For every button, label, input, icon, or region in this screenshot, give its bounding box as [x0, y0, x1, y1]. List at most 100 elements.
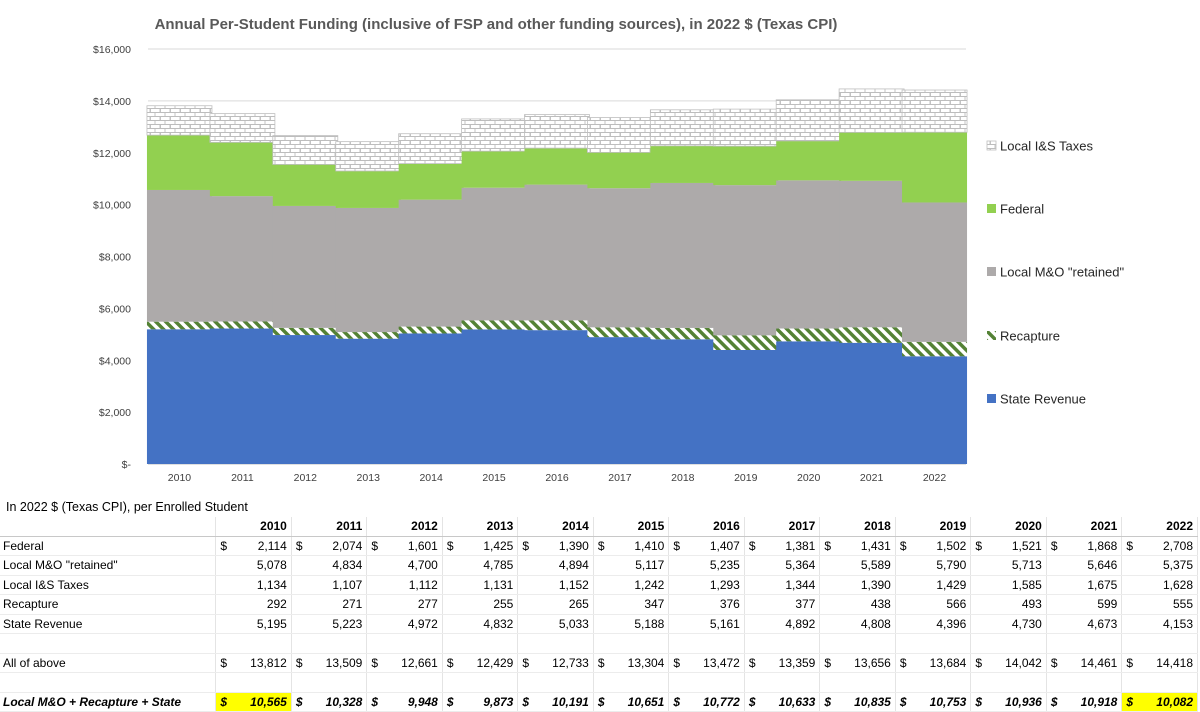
table-cell: 5,589	[834, 555, 896, 576]
table-cell: 10,633	[759, 692, 821, 712]
currency-sign: $	[593, 692, 609, 712]
spacer-cell	[0, 633, 217, 654]
currency-sign	[215, 555, 231, 576]
spacer-cell	[834, 672, 896, 693]
legend-label: Federal	[1000, 202, 1044, 217]
currency-sign	[215, 614, 231, 634]
currency-sign	[668, 614, 684, 634]
table-cell: 4,785	[457, 555, 519, 576]
currency-sign	[1046, 575, 1062, 595]
currency-sign: $	[442, 536, 458, 556]
bar-segment-recapture-2018	[650, 327, 716, 340]
table-cell: 14,418	[1136, 653, 1198, 673]
y-tick-label: $6,000	[99, 303, 131, 315]
bar-segment-federal-2011	[209, 142, 275, 197]
year-header: 2018	[819, 517, 896, 537]
table-cell: 493	[985, 594, 1047, 615]
currency-sign	[970, 594, 986, 615]
bar-segment-federal-2016	[524, 148, 590, 185]
year-header: 2010	[215, 517, 292, 537]
spacer-cell	[291, 633, 307, 654]
table-cell: 4,834	[306, 555, 368, 576]
bars	[146, 88, 968, 464]
bar-segment-recapture-2014	[398, 326, 464, 334]
bar-segment-local-i-s-taxes-2020	[775, 99, 842, 142]
currency-sign: $	[517, 536, 533, 556]
currency-sign	[744, 555, 760, 576]
table-cell: 1,521	[985, 536, 1047, 556]
table-cell: 376	[683, 594, 745, 615]
x-tick-label: 2020	[797, 472, 821, 484]
table-cell: 1,429	[910, 575, 972, 595]
table-cell: 292	[230, 594, 292, 615]
bar-segment-federal-2018	[650, 145, 716, 183]
legend-swatch	[986, 140, 997, 151]
table-cell: 1,131	[457, 575, 519, 595]
table-row: Recapture 292 271 277 255 265 347 376 377 438 566 4…	[0, 594, 1198, 615]
bar-segment-local-m-o-retained-2011	[209, 196, 275, 322]
spacer-cell	[593, 633, 609, 654]
table-cell: 377	[759, 594, 821, 615]
bar-segment-local-m-o-retained-2013	[335, 207, 401, 333]
table-cell: 4,153	[1136, 614, 1198, 634]
currency-sign: $	[291, 536, 307, 556]
table-cell: 555	[1136, 594, 1198, 615]
currency-sign	[1046, 555, 1062, 576]
currency-sign: $	[1121, 536, 1137, 556]
spacer-cell	[910, 633, 972, 654]
year-header: 2012	[366, 517, 443, 537]
data-table: 2010 2011 2012 2013 2014 2015 2016 2017 2018 2019…	[0, 517, 1198, 712]
table-cell: 1,107	[306, 575, 368, 595]
currency-sign: $	[517, 692, 533, 712]
bar-segment-local-m-o-retained-2010	[146, 189, 212, 322]
spacer-cell	[0, 672, 217, 693]
table-cell: 347	[608, 594, 670, 615]
spacer-cell	[1046, 633, 1062, 654]
spacer-cell	[1136, 633, 1198, 654]
year-header: 2022	[1121, 517, 1198, 537]
legend-swatch	[987, 331, 996, 340]
bar-segment-state-revenue-2017	[587, 337, 653, 464]
spacer-cell	[366, 633, 382, 654]
table-cell: 12,661	[381, 653, 443, 673]
bar-segment-state-revenue-2010	[146, 329, 212, 464]
spacer-cell	[593, 672, 609, 693]
x-tick-label: 2014	[419, 472, 443, 484]
bar-segment-recapture-2021	[839, 327, 905, 343]
header-corner	[0, 517, 217, 537]
y-tick-label: $16,000	[93, 44, 131, 56]
bar-segment-state-revenue-2014	[398, 333, 464, 464]
currency-sign	[668, 555, 684, 576]
chart-title: Annual Per-Student Funding (inclusive of…	[155, 16, 838, 33]
currency-sign: $	[366, 653, 382, 673]
bar-segment-state-revenue-2019	[713, 349, 779, 464]
spacer-cell	[1061, 633, 1123, 654]
year-header: 2014	[517, 517, 594, 537]
row-label: Federal	[0, 536, 217, 556]
table-cell: 1,628	[1136, 575, 1198, 595]
currency-sign: $	[819, 692, 835, 712]
table-cell: 10,936	[985, 692, 1047, 712]
table-cell: 13,812	[230, 653, 292, 673]
legend-swatch	[987, 204, 996, 213]
table-cell: 271	[306, 594, 368, 615]
currency-sign	[668, 575, 684, 595]
spacer-cell	[230, 633, 292, 654]
table-cell: 1,344	[759, 575, 821, 595]
bar-segment-recapture-2010	[146, 321, 212, 330]
currency-sign	[291, 594, 307, 615]
table-cell: 566	[910, 594, 972, 615]
spacer-cell	[744, 672, 760, 693]
bar-segment-local-i-s-taxes-2011	[209, 113, 276, 143]
table-cell: 1,390	[834, 575, 896, 595]
currency-sign: $	[668, 653, 684, 673]
table-cell: 13,656	[834, 653, 896, 673]
spacer-cell	[306, 672, 368, 693]
bar-segment-local-i-s-taxes-2016	[524, 114, 590, 149]
currency-sign	[366, 594, 382, 615]
currency-sign	[744, 575, 760, 595]
table-cell: 10,772	[683, 692, 745, 712]
table-cell: 1,112	[381, 575, 443, 595]
currency-sign: $	[1046, 536, 1062, 556]
spacer-cell	[668, 633, 684, 654]
